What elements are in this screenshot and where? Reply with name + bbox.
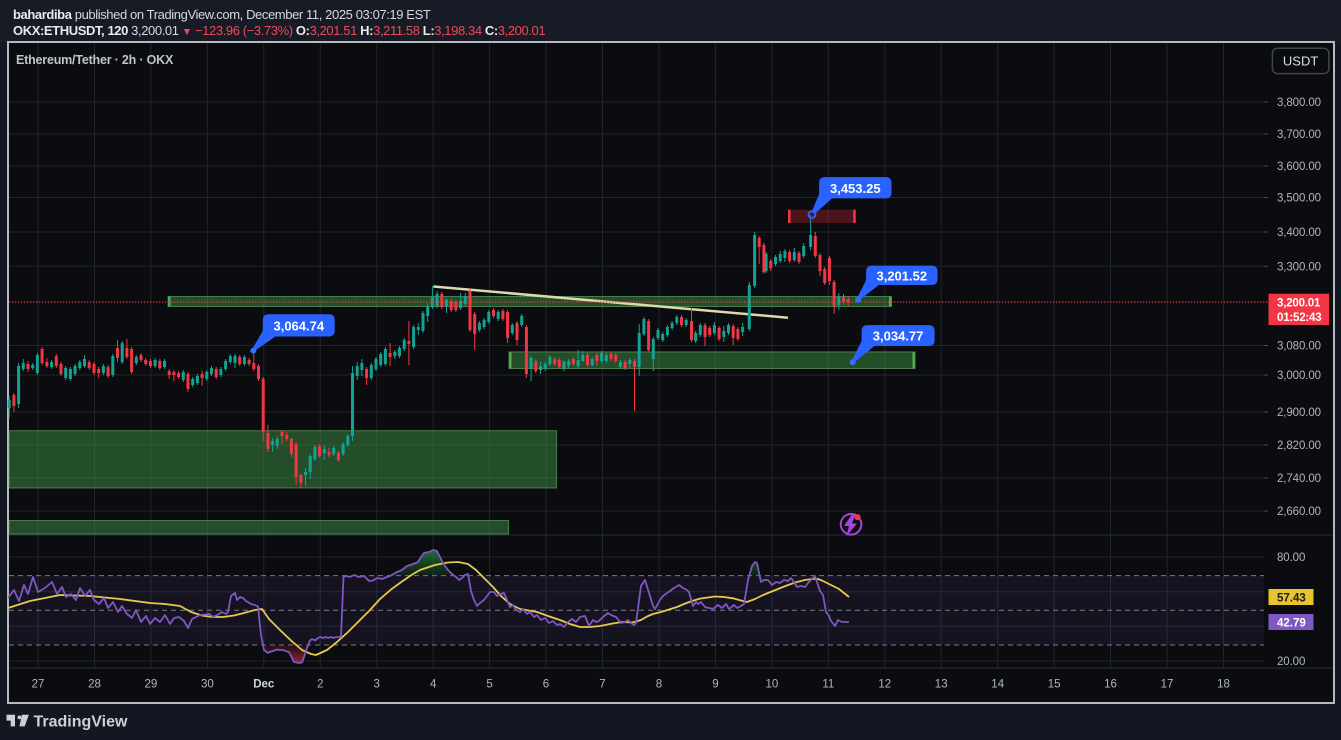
svg-text:3,400.00: 3,400.00 [1277,227,1321,239]
svg-text:2,660.00: 2,660.00 [1277,506,1321,518]
svg-text:3,800.00: 3,800.00 [1277,97,1321,109]
svg-text:20.00: 20.00 [1277,656,1305,668]
svg-text:3,034.77: 3,034.77 [873,329,924,344]
svg-text:3,064.74: 3,064.74 [273,318,324,333]
svg-text:2,740.00: 2,740.00 [1277,473,1321,485]
svg-text:17: 17 [1161,679,1174,691]
svg-text:6: 6 [543,679,549,691]
svg-text:16: 16 [1104,679,1117,691]
svg-text:3: 3 [373,679,379,691]
svg-text:OKX:ETHUSDT, 120 3,200.01 ▼ −1: OKX:ETHUSDT, 120 3,200.01 ▼ −123.96 (−3.… [13,23,545,38]
svg-text:13: 13 [935,679,948,691]
svg-text:3,000.00: 3,000.00 [1277,370,1321,382]
svg-text:27: 27 [32,679,45,691]
svg-text:3,200.01: 3,200.01 [1277,298,1321,310]
svg-text:3,300.00: 3,300.00 [1277,262,1321,274]
svg-text:Dec: Dec [253,679,275,691]
svg-text:7: 7 [599,679,605,691]
svg-text:5: 5 [486,679,492,691]
svg-text:10: 10 [766,679,779,691]
svg-text:9: 9 [712,679,718,691]
svg-text:18: 18 [1217,679,1230,691]
svg-text:2: 2 [317,679,323,691]
svg-text:bahardiba published on Trading: bahardiba published on TradingView.com, … [13,7,431,22]
svg-text:42.79: 42.79 [1277,618,1306,630]
svg-text:12: 12 [878,679,891,691]
svg-text:USDT: USDT [1283,54,1318,69]
svg-text:3,201.52: 3,201.52 [876,268,927,283]
svg-text:2,820.00: 2,820.00 [1277,440,1321,452]
svg-text:11: 11 [822,679,834,691]
svg-text:14: 14 [991,679,1004,691]
svg-text:29: 29 [145,679,158,691]
svg-text:3,600.00: 3,600.00 [1277,161,1321,173]
svg-text:3,453.25: 3,453.25 [830,181,881,196]
svg-text:3,080.00: 3,080.00 [1277,341,1321,353]
svg-text:4: 4 [430,679,437,691]
svg-text:30: 30 [201,679,214,691]
svg-text:3,500.00: 3,500.00 [1277,193,1321,205]
svg-text:80.00: 80.00 [1277,552,1305,564]
svg-text:57.43: 57.43 [1277,593,1306,605]
svg-text:3,700.00: 3,700.00 [1277,129,1321,141]
svg-text:Ethereum/Tether · 2h · OKX: Ethereum/Tether · 2h · OKX [16,53,174,67]
svg-text:2,900.00: 2,900.00 [1277,407,1321,419]
svg-text:TradingView: TradingView [34,714,129,731]
svg-text:28: 28 [88,679,101,691]
svg-text:8: 8 [656,679,662,691]
svg-text:01:52:43: 01:52:43 [1277,312,1321,324]
svg-text:15: 15 [1048,679,1061,691]
